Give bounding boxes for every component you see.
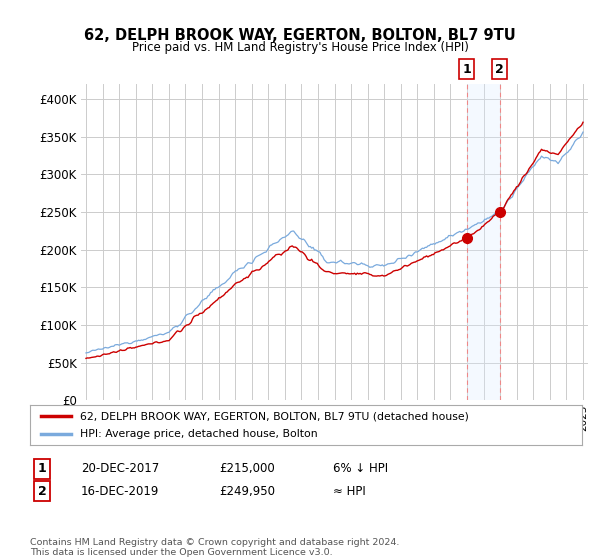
- Text: 16-DEC-2019: 16-DEC-2019: [81, 484, 160, 498]
- Text: 1: 1: [462, 63, 471, 76]
- Text: 1: 1: [38, 462, 46, 475]
- Text: £215,000: £215,000: [219, 462, 275, 475]
- Text: Contains HM Land Registry data © Crown copyright and database right 2024.
This d: Contains HM Land Registry data © Crown c…: [30, 538, 400, 557]
- Text: £249,950: £249,950: [219, 484, 275, 498]
- Text: 2: 2: [38, 484, 46, 498]
- Text: 6% ↓ HPI: 6% ↓ HPI: [333, 462, 388, 475]
- Text: ≈ HPI: ≈ HPI: [333, 484, 366, 498]
- Text: 62, DELPH BROOK WAY, EGERTON, BOLTON, BL7 9TU: 62, DELPH BROOK WAY, EGERTON, BOLTON, BL…: [84, 29, 516, 43]
- Text: 2: 2: [496, 63, 504, 76]
- Text: HPI: Average price, detached house, Bolton: HPI: Average price, detached house, Bolt…: [80, 429, 317, 439]
- Text: 20-DEC-2017: 20-DEC-2017: [81, 462, 159, 475]
- Text: Price paid vs. HM Land Registry's House Price Index (HPI): Price paid vs. HM Land Registry's House …: [131, 40, 469, 54]
- Text: 62, DELPH BROOK WAY, EGERTON, BOLTON, BL7 9TU (detached house): 62, DELPH BROOK WAY, EGERTON, BOLTON, BL…: [80, 411, 469, 421]
- Bar: [467, 84, 500, 400]
